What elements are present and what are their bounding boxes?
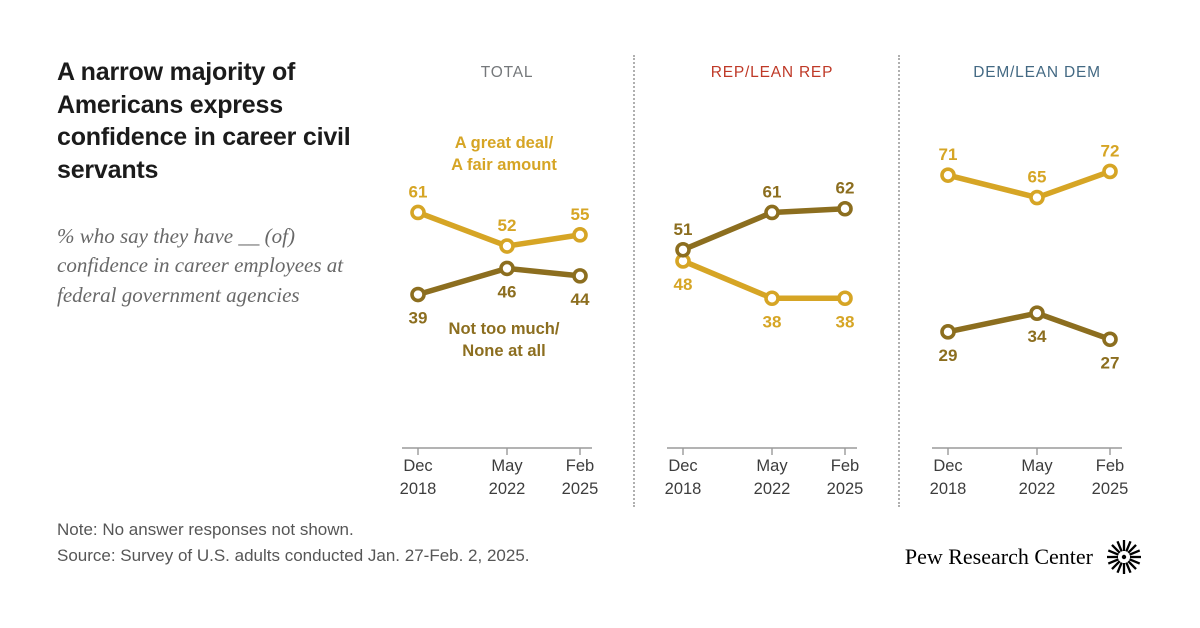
chart-svg: Dec 2018 May 2022 Feb 2025 71 65 72 29 34 27 bbox=[930, 141, 1129, 498]
chart-svg: Dec 2018 May 2022 Feb 2025 61 52 55 39 46 44 A great… bbox=[400, 134, 599, 498]
value-label: 34 bbox=[1028, 327, 1047, 346]
data-point bbox=[764, 204, 780, 221]
data-point bbox=[1102, 163, 1118, 180]
x-tick-label: May bbox=[1021, 457, 1053, 475]
data-point bbox=[572, 227, 588, 243]
value-label: 52 bbox=[498, 216, 517, 235]
value-label: 29 bbox=[939, 346, 958, 365]
logo-ray bbox=[1127, 544, 1137, 554]
line-great_deal bbox=[680, 258, 848, 302]
logo-ray bbox=[1107, 549, 1119, 556]
value-label: 39 bbox=[409, 309, 428, 328]
data-point bbox=[675, 241, 691, 258]
value-label: 62 bbox=[836, 179, 855, 198]
panel-header-rep: REP/LEAN REP bbox=[710, 64, 834, 81]
logo-ray bbox=[1127, 560, 1137, 570]
logo-ray bbox=[1129, 549, 1141, 556]
logo-ray bbox=[1125, 540, 1132, 552]
logo-ray bbox=[1111, 560, 1121, 570]
data-point bbox=[410, 204, 426, 221]
value-label: 38 bbox=[836, 312, 855, 331]
data-point bbox=[837, 200, 853, 217]
series-annotation: Not too much/ bbox=[449, 320, 560, 338]
logo-ray bbox=[1116, 562, 1123, 574]
x-tick-label: May bbox=[756, 457, 788, 475]
chart-svg: Dec 2018 May 2022 Feb 2025 48 38 38 51 61 62 bbox=[665, 179, 864, 498]
series-annotation: A fair amount bbox=[451, 156, 557, 174]
x-tick-label: Dec bbox=[668, 457, 697, 475]
value-label: 48 bbox=[674, 275, 693, 294]
chart-subtitle: % who say they have __ (of) confidence i… bbox=[57, 224, 344, 307]
value-label: 61 bbox=[763, 182, 782, 201]
x-tick-label: 2025 bbox=[562, 480, 599, 498]
source-line: Source: Survey of U.S. adults conducted … bbox=[57, 546, 530, 565]
value-label: 55 bbox=[571, 205, 590, 224]
series-annotation: A great deal/ bbox=[455, 134, 554, 152]
x-tick-label: 2018 bbox=[665, 480, 702, 498]
logo-ray bbox=[1129, 558, 1141, 565]
x-tick-label: 2022 bbox=[1019, 480, 1056, 498]
value-label: 51 bbox=[674, 220, 693, 239]
logo-ray bbox=[1116, 540, 1123, 552]
note-line: Note: No answer responses not shown. bbox=[57, 520, 354, 539]
x-tick-label: 2018 bbox=[930, 480, 967, 498]
data-point bbox=[1029, 305, 1045, 321]
data-point bbox=[940, 167, 956, 183]
logo-center-dot bbox=[1121, 554, 1127, 560]
panel-separator bbox=[898, 55, 900, 507]
logo-ray bbox=[1111, 544, 1121, 554]
data-point bbox=[837, 290, 853, 307]
x-tick-label: 2022 bbox=[489, 480, 526, 498]
x-tick-label: Feb bbox=[566, 457, 594, 475]
line-not_much bbox=[680, 205, 848, 253]
value-label: 65 bbox=[1028, 168, 1047, 187]
value-label: 46 bbox=[498, 282, 517, 301]
x-tick-label: 2025 bbox=[1092, 480, 1129, 498]
value-label: 71 bbox=[939, 145, 958, 164]
panel-header-dem: DEM/LEAN DEM bbox=[973, 64, 1101, 81]
x-tick-label: Feb bbox=[831, 457, 859, 475]
data-point bbox=[499, 238, 515, 254]
pew-logo-text: Pew Research Center bbox=[904, 544, 1093, 569]
panel-chart-total: Dec 2018 May 2022 Feb 2025 61 52 55 39 46 44 A great… bbox=[392, 100, 622, 520]
data-point bbox=[940, 324, 956, 340]
data-point bbox=[499, 260, 515, 277]
logo-ray bbox=[1125, 562, 1132, 574]
pew-logo: Pew Research Center bbox=[905, 538, 1143, 576]
data-point bbox=[410, 286, 426, 303]
value-label: 27 bbox=[1101, 353, 1120, 372]
x-tick-label: Dec bbox=[933, 457, 962, 475]
x-tick-label: Dec bbox=[403, 457, 432, 475]
value-label: 38 bbox=[763, 312, 782, 331]
series-annotation: None at all bbox=[462, 342, 545, 360]
data-point bbox=[764, 290, 780, 307]
x-tick-label: 2018 bbox=[400, 480, 437, 498]
value-label: 61 bbox=[409, 182, 428, 201]
logo-ray bbox=[1107, 558, 1119, 565]
x-tick-label: May bbox=[491, 457, 523, 475]
chart-title: A narrow majority of Americans express c… bbox=[57, 58, 351, 184]
x-tick-label: 2025 bbox=[827, 480, 864, 498]
value-label: 72 bbox=[1101, 141, 1120, 160]
pew-logo-icon bbox=[1107, 540, 1141, 574]
data-point bbox=[1102, 331, 1118, 348]
panel-separator bbox=[633, 55, 635, 507]
value-label: 44 bbox=[571, 290, 590, 309]
x-tick-label: 2022 bbox=[754, 480, 791, 498]
data-point bbox=[1029, 189, 1045, 206]
panel-header-total: TOTAL bbox=[480, 64, 534, 81]
x-tick-label: Feb bbox=[1096, 457, 1124, 475]
data-point bbox=[572, 268, 588, 284]
footer-notes: Note: No answer responses not shown. Sou… bbox=[57, 517, 530, 569]
panel-chart-rep: Dec 2018 May 2022 Feb 2025 48 38 38 51 61 62 bbox=[657, 100, 887, 520]
panel-chart-dem: Dec 2018 May 2022 Feb 2025 71 65 72 29 34 27 bbox=[922, 100, 1152, 520]
